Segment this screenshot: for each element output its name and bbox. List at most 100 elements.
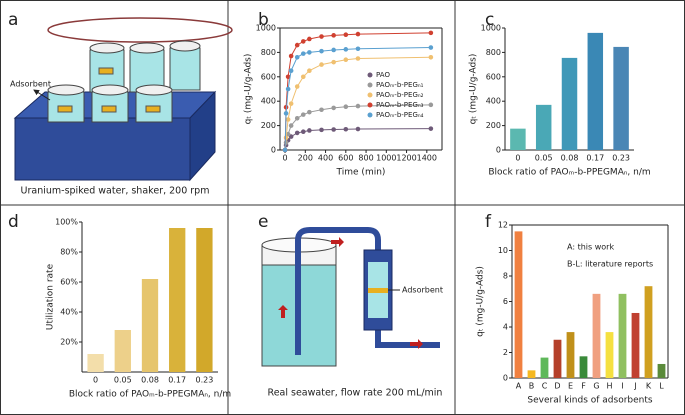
point: [285, 74, 291, 80]
y-tick-label: 60%: [60, 278, 78, 287]
legend-marker: [367, 92, 373, 98]
legend-marker: [367, 82, 373, 88]
x-tick-label: 0: [93, 376, 98, 385]
bar: [605, 332, 614, 378]
legend-entry: PAOₘ-b-PEGₙ₃: [376, 101, 424, 109]
point: [331, 47, 336, 53]
point: [307, 128, 312, 133]
y-axis-label: qₜ (mg-U/g-Ads): [469, 54, 479, 125]
point: [294, 84, 300, 89]
point: [343, 47, 349, 52]
point: [428, 126, 434, 131]
x-axis-label: Block ratio of PAOₘ-b-PPEGMAₙ, n/m: [69, 390, 231, 400]
point: [319, 34, 324, 39]
shaker-illustration: [13, 17, 233, 182]
y-tick-label: 8: [503, 272, 508, 281]
y-axis-label: Utilization rate: [46, 263, 56, 330]
bar: [631, 312, 640, 378]
panel-letter: b: [258, 10, 269, 30]
label: Adsorbent: [402, 286, 443, 295]
y-tick-label: 0: [503, 374, 508, 383]
bar: [657, 363, 666, 378]
point: [294, 130, 300, 136]
bar: [87, 354, 104, 372]
y-tick-label: 200: [261, 121, 276, 130]
y-tick-label: 800: [486, 48, 501, 57]
y-tick-label: 80%: [60, 248, 78, 257]
legend-marker: [367, 72, 373, 78]
panel-letter: e: [258, 212, 268, 232]
x-tick-label: 1000: [376, 154, 396, 163]
point: [319, 107, 324, 113]
point: [300, 39, 306, 44]
x-tick-label: I: [621, 382, 623, 391]
y-tick-label: 0: [271, 146, 276, 155]
point: [355, 126, 361, 132]
point: [428, 54, 434, 60]
y-tick-label: 800: [261, 48, 276, 57]
y-tick-label: 2: [503, 348, 508, 357]
point: [283, 135, 289, 141]
point: [331, 33, 336, 38]
y-tick-label: 600: [261, 72, 276, 81]
y-tick-label: 400: [261, 97, 276, 106]
point: [282, 147, 288, 153]
y-tick-label: 6: [503, 297, 508, 306]
bar: [566, 332, 575, 378]
x-tick-label: 0.23: [612, 154, 630, 163]
y-axis-label: qₜ (mg-U/g-Ads): [244, 54, 254, 125]
panel-letter: c: [485, 10, 494, 30]
bar: [514, 231, 523, 378]
y-tick-label: 400: [486, 97, 501, 106]
x-tick-label: 1400: [417, 154, 437, 163]
point: [319, 62, 324, 67]
point: [285, 117, 291, 122]
point: [428, 45, 434, 50]
x-tick-label: G: [593, 382, 599, 391]
bar: [169, 228, 186, 372]
x-tick-label: 800: [358, 154, 373, 163]
x-tick-label: J: [633, 382, 636, 391]
point: [355, 103, 361, 109]
x-tick-label: A: [516, 382, 522, 391]
x-axis-label: Block ratio of PAOₘ-b-PPEGMAₙ, n/m: [488, 168, 650, 178]
point: [300, 51, 306, 56]
point: [294, 42, 300, 48]
bar: [561, 57, 578, 150]
point: [300, 129, 306, 134]
point: [331, 127, 336, 132]
legend-marker: [367, 112, 373, 118]
x-tick-label: L: [659, 382, 664, 391]
point: [283, 111, 289, 116]
x-tick-label: B: [529, 382, 535, 391]
legend-marker: [367, 102, 373, 108]
bar: [141, 279, 159, 372]
bar: [510, 128, 526, 150]
x-tick-label: E: [568, 382, 573, 391]
caption: Uranium-spiked water, shaker, 200 rpm: [21, 186, 210, 197]
bar: [196, 228, 213, 372]
panel-letter: d: [8, 212, 19, 232]
y-tick-label: 40%: [60, 308, 78, 317]
legend-entry: PAOₘ-b-PEGₙ₄: [376, 111, 424, 119]
x-tick-label: 0.08: [561, 154, 579, 163]
x-tick-label: 0.08: [141, 376, 159, 385]
x-axis-label: Several kinds of adsorbents: [527, 396, 653, 406]
x-tick-label: 0.05: [114, 376, 132, 385]
point: [355, 31, 361, 37]
bar: [540, 357, 549, 378]
point: [319, 127, 324, 133]
point: [300, 112, 306, 117]
bar: [553, 339, 562, 378]
panel-letter: a: [8, 10, 18, 30]
annotation: B-L: literature reports: [567, 260, 653, 269]
y-tick-label: 12: [498, 221, 508, 230]
y-tick-label: 1000: [256, 24, 276, 33]
bar: [644, 286, 653, 378]
legend-entry: PAOₘ-b-PEGₙ₁: [376, 81, 424, 89]
y-tick-label: 0: [496, 146, 501, 155]
y-tick-label: 600: [486, 72, 501, 81]
point: [355, 56, 361, 61]
point: [343, 57, 349, 63]
